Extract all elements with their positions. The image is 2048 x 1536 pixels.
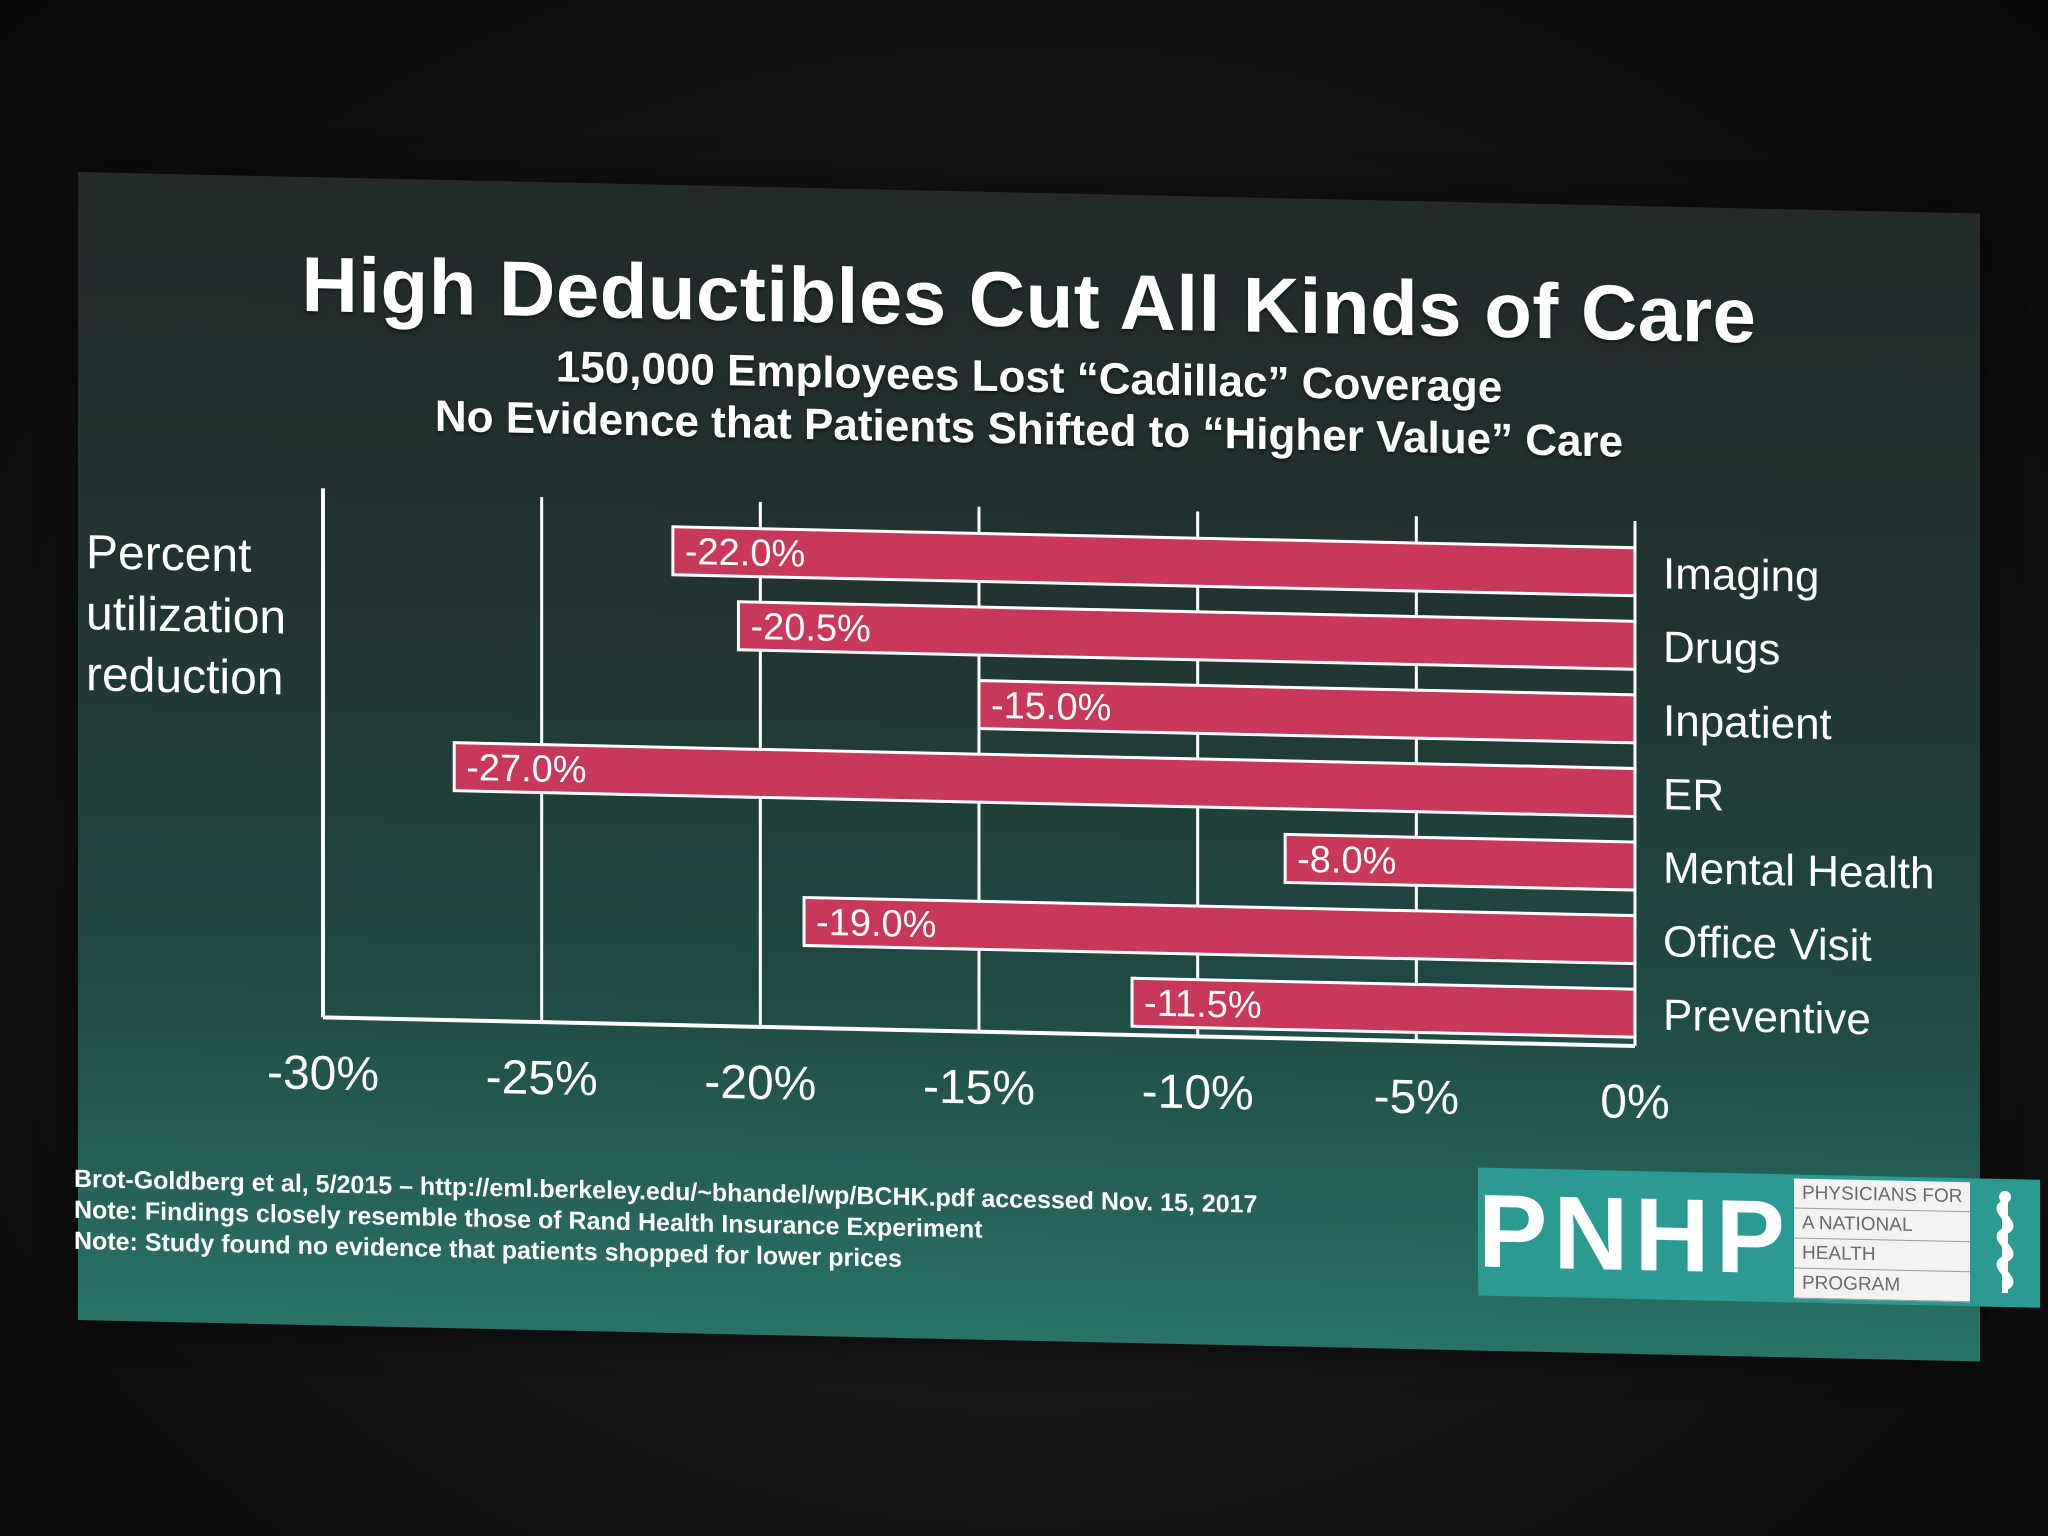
x-tick-label: -20% bbox=[704, 1056, 816, 1111]
x-tick-label: -25% bbox=[486, 1051, 598, 1106]
logo-text-box: PHYSICIANS FOR A NATIONAL HEALTH PROGRAM bbox=[1794, 1178, 1970, 1303]
data-label: -8.0% bbox=[1297, 839, 1396, 883]
x-tick-label: -30% bbox=[267, 1046, 379, 1101]
bar-preventive bbox=[1130, 976, 1637, 1039]
bar-inpatient bbox=[977, 679, 1637, 745]
data-label: -11.5% bbox=[1144, 982, 1262, 1027]
data-label: -22.0% bbox=[685, 531, 805, 576]
data-label: -15.0% bbox=[991, 685, 1111, 730]
data-label: -19.0% bbox=[816, 902, 936, 947]
logo-letters: PNHP bbox=[1478, 1173, 1791, 1297]
x-tick-label: -5% bbox=[1374, 1070, 1459, 1125]
logo-text-line-1: PHYSICIANS FOR bbox=[1794, 1178, 1970, 1213]
data-label: -20.5% bbox=[750, 606, 870, 651]
bar-chart: -30% -25% -20% -15% -10% -5% 0% -22.0% Imaging -2… bbox=[267, 488, 1934, 1130]
bar-imaging bbox=[671, 525, 1637, 598]
bar-drugs bbox=[736, 600, 1637, 671]
category-label: Preventive bbox=[1663, 991, 1871, 1045]
data-label: -27.0% bbox=[466, 747, 586, 792]
bar-mental-health bbox=[1283, 832, 1637, 892]
category-label: Office Visit bbox=[1663, 917, 1872, 971]
x-tick-label: 0% bbox=[1600, 1075, 1669, 1130]
presentation-slide: High Deductibles Cut All Kinds of Care 1… bbox=[74, 172, 2040, 1362]
logo-text-line-2: A NATIONAL bbox=[1794, 1208, 1970, 1243]
category-label: Mental Health bbox=[1663, 844, 1934, 899]
bar-er bbox=[452, 741, 1637, 819]
caduceus-icon bbox=[1996, 1191, 2014, 1294]
logo-text-line-3: HEALTH bbox=[1794, 1238, 1970, 1273]
x-tick-label: -10% bbox=[1142, 1065, 1254, 1120]
category-label: Imaging bbox=[1663, 549, 1820, 601]
x-axis-line bbox=[323, 1015, 1635, 1048]
bar-office-visit bbox=[802, 895, 1637, 966]
category-label: Inpatient bbox=[1663, 697, 1832, 750]
category-label: ER bbox=[1663, 770, 1724, 820]
logo-text-line-4: PROGRAM bbox=[1794, 1268, 1970, 1303]
pnhp-logo: PNHP PHYSICIANS FOR A NATIONAL HEALTH PR… bbox=[1478, 1167, 2040, 1308]
category-label: Drugs bbox=[1663, 623, 1780, 675]
x-tick-label: -15% bbox=[923, 1060, 1035, 1115]
